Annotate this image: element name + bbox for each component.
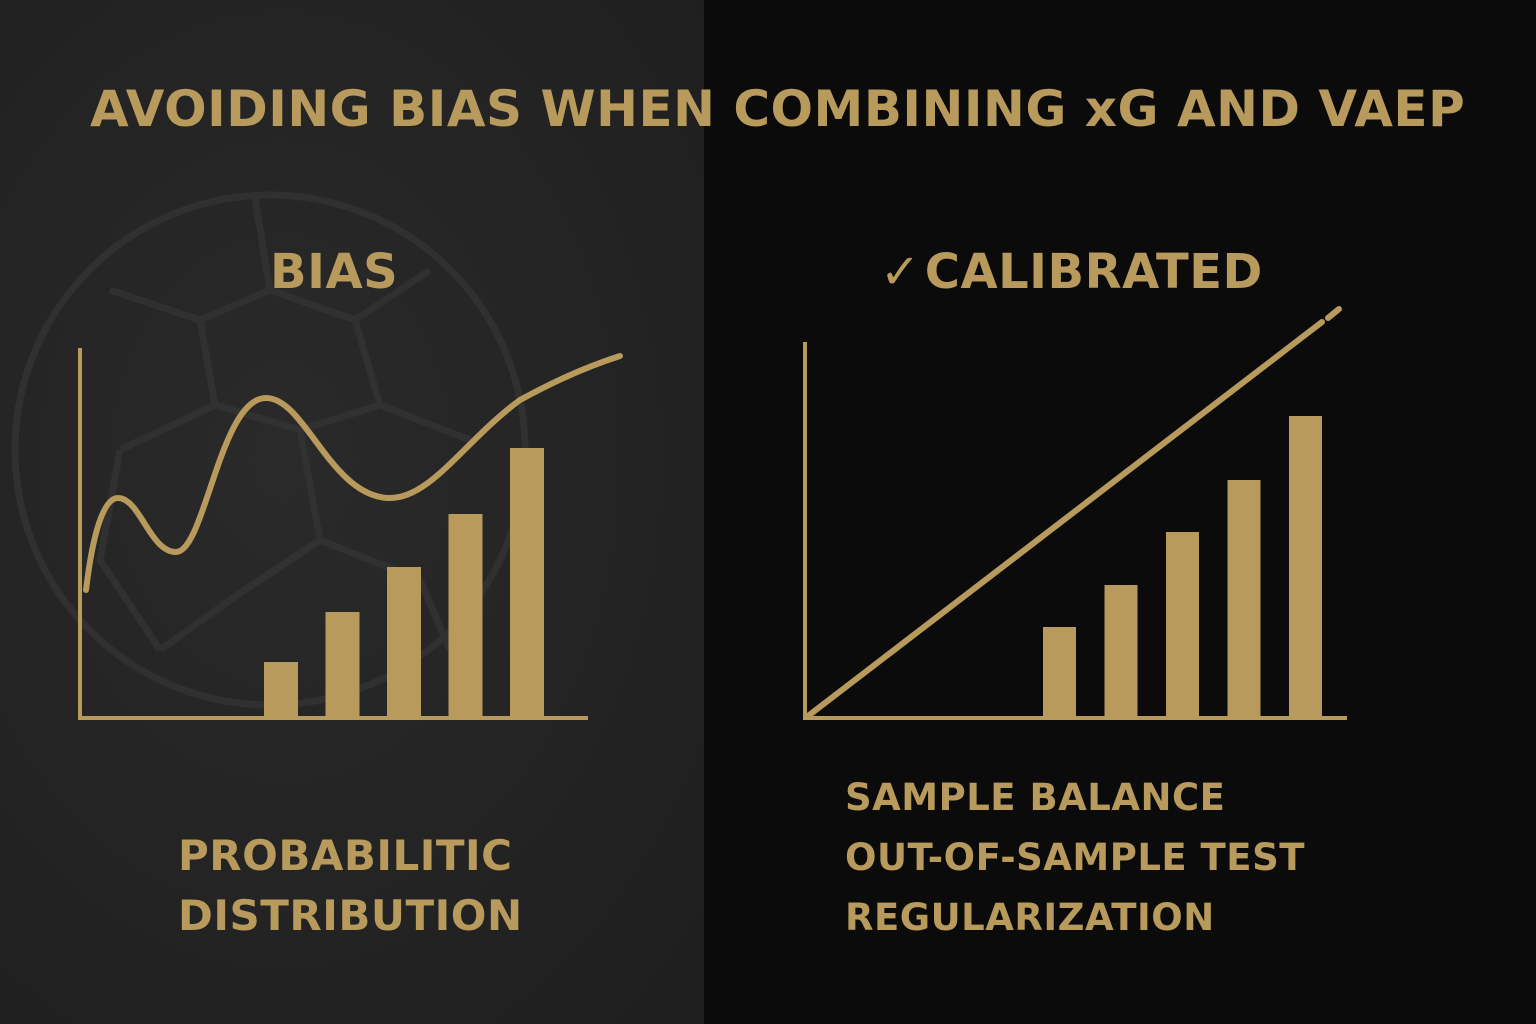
calibrated-caption-line: SAMPLE BALANCE <box>845 776 1226 819</box>
calibrated-chart-bar <box>1104 585 1138 718</box>
calibrated-chart-bar <box>1227 480 1261 718</box>
calibrated-chart <box>803 306 1347 720</box>
calibrated-chart-bar <box>1289 416 1322 718</box>
left-panel <box>0 0 704 1024</box>
bias-chart-bar <box>510 448 544 718</box>
calibrated-caption-line: REGULARIZATION <box>845 896 1215 939</box>
page-title: AVOIDING BIAS WHEN COMBINING xG AND VAEP <box>90 80 1466 138</box>
bias-heading: BIAS <box>270 244 399 300</box>
calibrated-heading: ✓CALIBRATED <box>880 244 1263 300</box>
calibration-line <box>805 319 1325 719</box>
calibrated-heading-label: CALIBRATED <box>924 244 1263 300</box>
right-panel <box>704 0 1536 1024</box>
bias-caption-line: DISTRIBUTION <box>178 891 523 940</box>
bias-chart-bar <box>264 662 298 718</box>
bias-chart-bar <box>448 514 483 718</box>
calibrated-caption: SAMPLE BALANCE OUT-OF-SAMPLE TEST REGULA… <box>845 768 1305 948</box>
bias-chart-bar <box>325 612 360 718</box>
calibrated-chart-bar <box>1166 532 1199 718</box>
bias-caption: PROBABILITIC DISTRIBUTION <box>178 826 523 946</box>
bias-curve <box>83 353 623 593</box>
bias-chart <box>78 348 623 720</box>
bias-caption-line: PROBABILITIC <box>178 831 513 880</box>
bias-chart-bar <box>387 567 421 718</box>
calibrated-caption-line: OUT-OF-SAMPLE TEST <box>845 836 1305 879</box>
calibration-line-tip <box>1325 306 1342 321</box>
calibrated-chart-bar <box>1043 627 1076 718</box>
check-icon: ✓ <box>880 244 921 300</box>
